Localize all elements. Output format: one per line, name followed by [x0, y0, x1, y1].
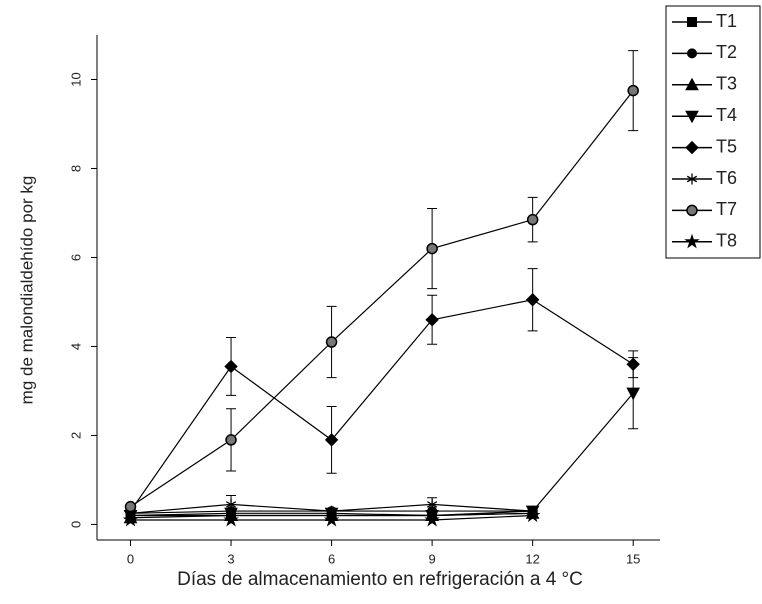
marker	[687, 48, 697, 59]
marker	[122, 511, 139, 527]
series-line	[130, 90, 634, 508]
marker	[426, 242, 438, 255]
marker	[124, 500, 137, 513]
y-tick-label: 8	[68, 165, 83, 172]
marker	[684, 233, 700, 249]
y-tick-label: 4	[68, 343, 83, 350]
x-tick-label: 0	[127, 551, 134, 566]
marker	[224, 359, 238, 374]
marker	[687, 17, 697, 27]
x-axis-label: Días de almacenamiento en refrigeración …	[177, 569, 583, 590]
y-tick-label: 0	[68, 521, 83, 528]
marker	[323, 511, 340, 527]
marker	[425, 313, 439, 327]
legend-label: T5	[716, 136, 737, 156]
legend-label: T1	[716, 11, 737, 31]
x-tick-label: 9	[429, 551, 436, 566]
x-tick-label: 12	[525, 551, 539, 566]
legend-label: T6	[716, 168, 737, 188]
series-line	[130, 299, 634, 512]
marker	[686, 173, 698, 185]
marker	[686, 204, 698, 217]
y-axis-label: mg de malondialdehído por kg	[17, 176, 36, 405]
y-tick-label: 2	[68, 432, 83, 439]
marker	[225, 434, 237, 446]
series-line	[130, 392, 634, 517]
y-tick-label: 6	[68, 254, 83, 261]
legend-label: T2	[716, 42, 737, 62]
legend-label: T3	[716, 74, 737, 94]
marker	[524, 507, 541, 523]
legend-label: T7	[716, 199, 737, 219]
legend-box	[665, 5, 761, 259]
marker	[685, 110, 699, 124]
marker	[526, 213, 539, 226]
marker	[325, 336, 338, 348]
marker	[525, 293, 540, 307]
marker	[225, 498, 237, 510]
marker	[685, 77, 699, 91]
marker	[626, 387, 641, 401]
marker	[685, 140, 699, 155]
x-tick-label: 15	[626, 551, 640, 566]
y-tick-label: 10	[68, 72, 83, 86]
marker	[324, 433, 339, 447]
legend-label: T4	[716, 105, 737, 125]
x-tick-label: 6	[328, 551, 335, 566]
marker	[223, 511, 239, 527]
marker	[424, 511, 440, 527]
marker	[626, 357, 640, 371]
marker	[627, 84, 639, 97]
marker	[427, 498, 438, 510]
x-tick-label: 3	[227, 551, 234, 566]
legend-label: T8	[716, 231, 737, 251]
